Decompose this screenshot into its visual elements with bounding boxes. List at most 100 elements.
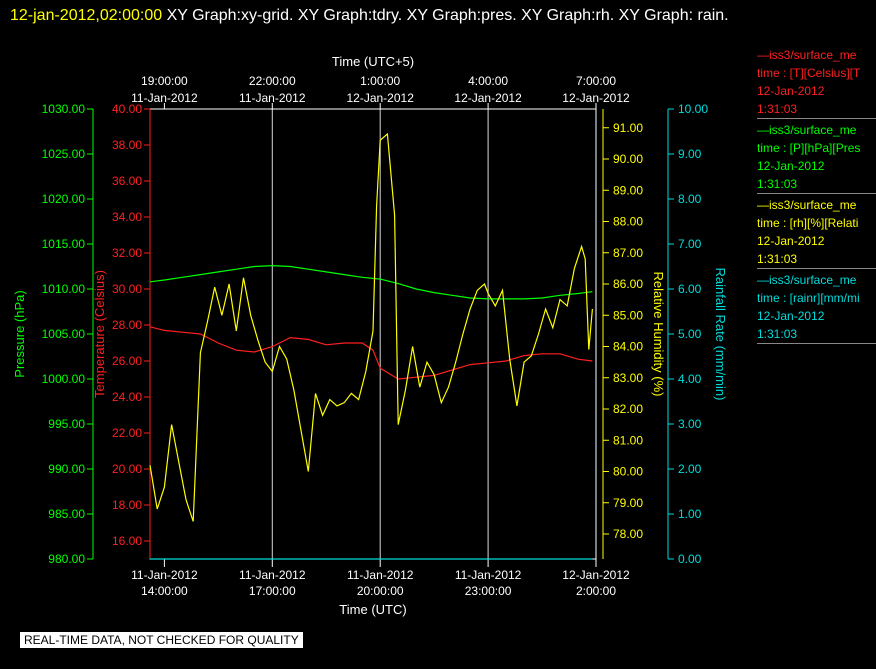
legend-line2: time : [rh][%][Relati <box>757 216 859 230</box>
x-top-tick-label: 11-Jan-2012 <box>131 91 198 105</box>
temperature-tick-label: 16.00 <box>112 534 142 548</box>
legend-line2: time : [P][hPa][Pres <box>757 141 861 155</box>
pressure-tick-label: 1030.00 <box>42 102 86 116</box>
humidity-tick-label: 78.00 <box>613 527 643 541</box>
rain-tick-label: 3.00 <box>678 417 702 431</box>
temperature-tick-label: 20.00 <box>112 462 142 476</box>
rain-tick-label: 0.00 <box>678 552 702 566</box>
x-top-tick-label: 22:00:00 <box>249 74 296 88</box>
pressure-tick-label: 985.00 <box>48 507 85 521</box>
humidity-tick-label: 85.00 <box>613 308 643 322</box>
legend-line2: time : [T][Celsius][T <box>757 66 861 80</box>
pressure-tick-label: 1005.00 <box>42 327 86 341</box>
x-top-tick-label: 11-Jan-2012 <box>239 91 306 105</box>
legend-line1: —iss3/surface_me <box>757 273 857 287</box>
x-tick-label: 12-Jan-2012 <box>562 568 630 582</box>
legend-line2: time : [rainr][mm/mi <box>757 291 860 305</box>
legend-line4: 1:31:03 <box>757 177 798 191</box>
humidity-tick-label: 89.00 <box>613 183 643 197</box>
legend: —iss3/surface_me time : [T][Celsius][T 12-… <box>757 46 876 346</box>
x-tick-label: 14:00:00 <box>141 584 188 598</box>
header-title: 12-jan-2012,02:00:00 XY Graph:xy-grid. X… <box>10 2 860 30</box>
legend-line3: 12-Jan-2012 <box>757 84 825 98</box>
temperature-tick-label: 22.00 <box>112 426 142 440</box>
humidity-tick-label: 84.00 <box>613 340 643 354</box>
humidity-tick-label: 86.00 <box>613 277 643 291</box>
humidity-tick-label: 87.00 <box>613 246 643 260</box>
pressure-tick-label: 1010.00 <box>42 282 86 296</box>
legend-line3: 12-Jan-2012 <box>757 234 825 248</box>
rain-tick-label: 5.00 <box>678 327 702 341</box>
temperature-tick-label: 18.00 <box>112 498 142 512</box>
x-tick-label: 11-Jan-2012 <box>239 568 306 582</box>
rain-axis-label: Rainfall Rate (mm/min) <box>713 268 728 401</box>
legend-line3: 12-Jan-2012 <box>757 309 825 323</box>
temperature-tick-label: 38.00 <box>112 138 142 152</box>
humidity-series-line <box>149 132 593 522</box>
humidity-tick-label: 88.00 <box>613 215 643 229</box>
quality-disclaimer: REAL-TIME DATA, NOT CHECKED FOR QUALITY <box>20 632 303 648</box>
temperature-axis-label: Temperature (Celsius) <box>92 270 107 398</box>
humidity-tick-label: 79.00 <box>613 496 643 510</box>
rain-tick-label: 8.00 <box>678 192 702 206</box>
x-axis-label: Time (UTC) <box>339 602 406 617</box>
rain-tick-label: 6.00 <box>678 282 702 296</box>
x-top-axis-label: Time (UTC+5) <box>332 54 414 69</box>
legend-line4: 1:31:03 <box>757 252 798 266</box>
x-tick-label: 11-Jan-2012 <box>455 568 522 582</box>
rain-tick-label: 7.00 <box>678 237 702 251</box>
pressure-series-line <box>149 264 593 300</box>
rain-tick-label: 4.00 <box>678 372 702 386</box>
x-top-tick-label: 7:00:00 <box>576 74 616 88</box>
rain-tick-label: 2.00 <box>678 462 702 476</box>
legend-line1: —iss3/surface_me <box>757 198 857 212</box>
legend-line3: 12-Jan-2012 <box>757 159 825 173</box>
pressure-tick-label: 1000.00 <box>42 372 86 386</box>
x-tick-label: 11-Jan-2012 <box>131 568 198 582</box>
x-top-tick-label: 1:00:00 <box>360 74 400 88</box>
temperature-tick-label: 34.00 <box>112 210 142 224</box>
temperature-tick-label: 40.00 <box>112 102 142 116</box>
rain-tick-label: 1.00 <box>678 507 702 521</box>
humidity-tick-label: 90.00 <box>613 152 643 166</box>
x-top-tick-label: 19:00:00 <box>141 74 188 88</box>
temperature-tick-label: 24.00 <box>112 390 142 404</box>
humidity-tick-label: 80.00 <box>613 465 643 479</box>
pressure-tick-label: 1020.00 <box>42 192 86 206</box>
temperature-tick-label: 26.00 <box>112 354 142 368</box>
temperature-tick-label: 28.00 <box>112 318 142 332</box>
temperature-tick-label: 36.00 <box>112 174 142 188</box>
x-tick-label: 2:00:00 <box>576 584 616 598</box>
legend-line4: 1:31:03 <box>757 102 798 116</box>
humidity-tick-label: 83.00 <box>613 371 643 385</box>
header-date: 12-jan-2012,02:00:00 <box>10 7 163 24</box>
x-top-tick-label: 4:00:00 <box>468 74 508 88</box>
humidity-tick-label: 91.00 <box>613 121 643 135</box>
temperature-series-line <box>149 326 593 380</box>
x-tick-label: 23:00:00 <box>465 584 512 598</box>
humidity-tick-label: 81.00 <box>613 433 643 447</box>
x-tick-label: 11-Jan-2012 <box>347 568 414 582</box>
pressure-tick-label: 990.00 <box>48 462 85 476</box>
legend-line1: —iss3/surface_me <box>757 123 857 137</box>
x-top-tick-label: 12-Jan-2012 <box>346 91 414 105</box>
header-graphs: XY Graph:xy-grid. XY Graph:tdry. XY Grap… <box>162 7 729 24</box>
pressure-axis-label: Pressure (hPa) <box>12 290 27 377</box>
x-tick-label: 17:00:00 <box>249 584 296 598</box>
humidity-axis-label: Relative Humidity (%) <box>651 272 666 397</box>
temperature-tick-label: 32.00 <box>112 246 142 260</box>
humidity-tick-label: 82.00 <box>613 402 643 416</box>
pressure-tick-label: 1025.00 <box>42 147 86 161</box>
legend-line1: —iss3/surface_me <box>757 48 857 62</box>
temperature-tick-label: 30.00 <box>112 282 142 296</box>
legend-line4: 1:31:03 <box>757 327 798 341</box>
rain-tick-label: 9.00 <box>678 147 702 161</box>
pressure-tick-label: 980.00 <box>48 552 85 566</box>
x-top-tick-label: 12-Jan-2012 <box>562 91 630 105</box>
pressure-tick-label: 1015.00 <box>42 237 86 251</box>
